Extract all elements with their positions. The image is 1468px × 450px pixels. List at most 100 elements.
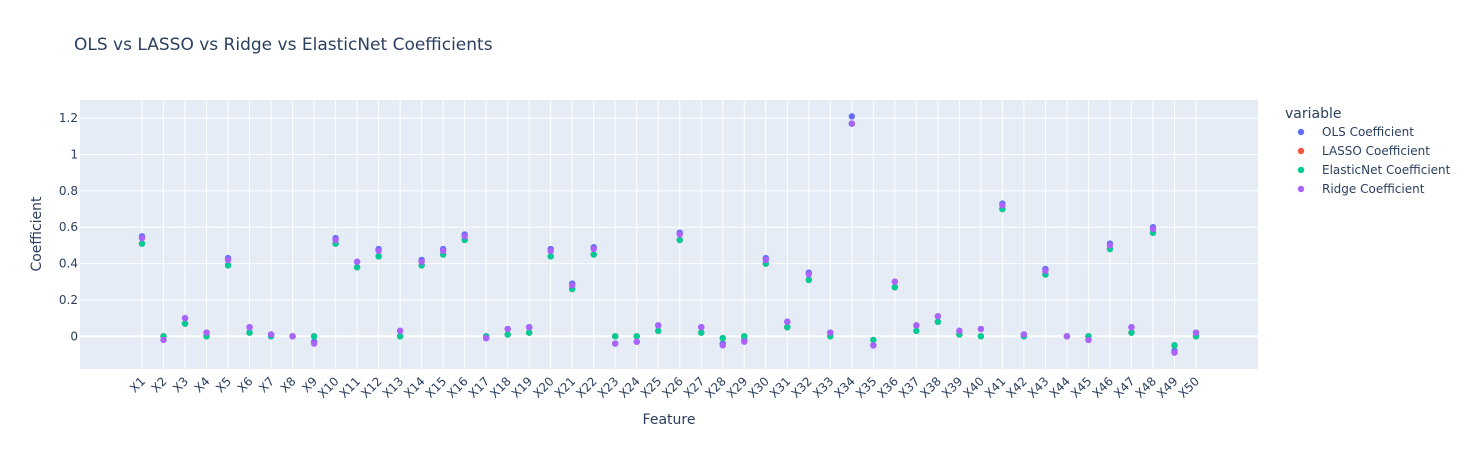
data-point[interactable] (1171, 342, 1178, 349)
legend[interactable]: variable OLS Coefficient LASSO Coefficien… (1285, 106, 1451, 196)
data-point[interactable] (396, 327, 404, 335)
legend-marker (1297, 185, 1305, 193)
legend-item[interactable]: LASSO Coefficient (1297, 144, 1430, 158)
data-point[interactable] (569, 282, 576, 289)
data-point[interactable] (482, 334, 490, 342)
data-point[interactable] (784, 323, 791, 331)
data-point[interactable] (870, 336, 877, 344)
data-point[interactable] (741, 333, 748, 340)
data-point[interactable] (612, 333, 619, 340)
data-point[interactable] (655, 327, 662, 335)
data-point[interactable] (267, 331, 275, 338)
data-point[interactable] (547, 247, 554, 255)
legend-item[interactable]: ElasticNet Coefficient (1297, 163, 1451, 177)
data-point[interactable] (138, 240, 146, 247)
data-point[interactable] (504, 325, 511, 333)
data-point[interactable] (891, 284, 899, 291)
data-point[interactable] (999, 202, 1006, 209)
data-point[interactable] (203, 329, 210, 336)
legend-marker (1297, 147, 1305, 155)
data-point[interactable] (525, 329, 533, 336)
data-point[interactable] (805, 271, 813, 278)
data-point[interactable] (590, 251, 597, 258)
data-point[interactable] (719, 334, 726, 342)
y-axis-ticks: 0 0.2 0.4 0.6 0.8 1 1.2 (59, 111, 78, 343)
data-point[interactable] (289, 333, 296, 340)
data-point[interactable] (504, 331, 511, 338)
data-point[interactable] (1192, 329, 1200, 336)
data-point[interactable] (353, 264, 361, 271)
data-point[interactable] (375, 253, 382, 260)
data-point[interactable] (181, 314, 189, 322)
data-point[interactable] (633, 333, 640, 340)
legend-label: Ridge Coefficient (1322, 182, 1425, 196)
data-point[interactable] (160, 336, 167, 344)
data-point[interactable] (1171, 349, 1178, 356)
data-point[interactable] (353, 258, 361, 265)
data-point[interactable] (891, 278, 899, 285)
data-point[interactable] (181, 320, 189, 327)
data-point[interactable] (525, 323, 533, 331)
data-point[interactable] (590, 245, 597, 253)
data-point[interactable] (848, 113, 856, 120)
data-point[interactable] (246, 323, 253, 331)
y-axis-title: Coefficient (29, 196, 45, 272)
data-point[interactable] (956, 327, 963, 335)
data-point[interactable] (310, 333, 318, 340)
data-point[interactable] (332, 236, 339, 244)
chart-title: OLS vs LASSO vs Ridge vs ElasticNet Coef… (74, 35, 493, 55)
plot-area (80, 100, 1258, 369)
data-point[interactable] (375, 247, 382, 255)
data-point[interactable] (1042, 267, 1049, 275)
data-point[interactable] (1020, 331, 1028, 338)
data-point[interactable] (913, 322, 920, 329)
x-axis-title: Feature (643, 412, 696, 428)
data-point[interactable] (1085, 336, 1092, 344)
data-point[interactable] (741, 338, 748, 345)
data-point[interactable] (1128, 329, 1135, 336)
data-point[interactable] (805, 276, 813, 284)
data-point[interactable] (676, 236, 683, 244)
y-tick-label: 0 (70, 329, 78, 343)
legend-item[interactable]: OLS Coefficient (1297, 125, 1414, 139)
data-point[interactable] (977, 333, 985, 340)
data-point[interactable] (676, 231, 683, 238)
data-point[interactable] (827, 329, 834, 336)
data-point[interactable] (719, 342, 726, 349)
data-point[interactable] (1149, 225, 1157, 233)
series-ridge-coefficient (138, 120, 1200, 356)
legend-item[interactable]: Ridge Coefficient (1297, 182, 1425, 196)
data-point[interactable] (655, 322, 662, 329)
data-point[interactable] (698, 323, 705, 331)
y-tick-label: 0.8 (59, 184, 78, 198)
data-point[interactable] (1106, 242, 1114, 249)
data-point[interactable] (461, 233, 468, 240)
data-point[interactable] (848, 120, 856, 127)
data-point[interactable] (138, 234, 146, 242)
data-point[interactable] (547, 253, 554, 260)
data-point[interactable] (439, 247, 447, 255)
data-point[interactable] (1128, 323, 1135, 331)
y-tick-label: 0.2 (59, 293, 78, 307)
data-point[interactable] (762, 256, 769, 264)
data-point[interactable] (698, 329, 705, 336)
data-point[interactable] (224, 262, 232, 269)
data-point[interactable] (977, 325, 985, 333)
data-point[interactable] (913, 327, 920, 335)
y-tick-label: 0.6 (59, 220, 78, 234)
data-point[interactable] (870, 342, 877, 349)
data-point[interactable] (418, 258, 425, 265)
data-point[interactable] (310, 340, 318, 347)
data-point[interactable] (246, 329, 253, 336)
data-point[interactable] (396, 333, 404, 340)
data-point[interactable] (633, 338, 640, 345)
data-point[interactable] (784, 318, 791, 325)
y-tick-label: 0.4 (59, 257, 78, 271)
data-point[interactable] (934, 318, 942, 325)
data-point[interactable] (934, 313, 942, 320)
data-point[interactable] (224, 256, 232, 264)
data-point[interactable] (612, 340, 619, 347)
data-point[interactable] (1063, 333, 1071, 340)
